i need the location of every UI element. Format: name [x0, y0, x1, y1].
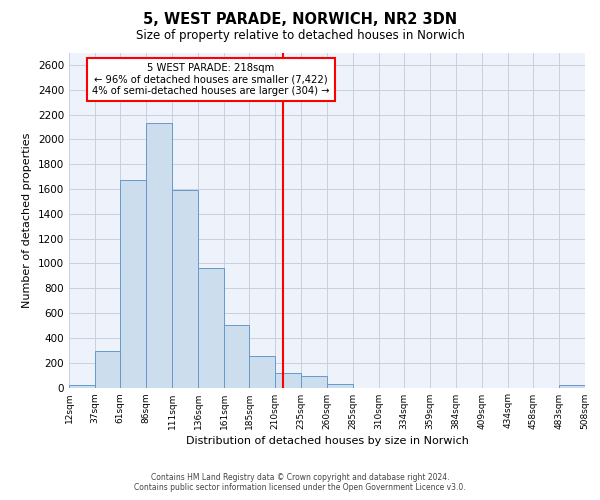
Bar — [249, 356, 275, 388]
Text: 5, WEST PARADE, NORWICH, NR2 3DN: 5, WEST PARADE, NORWICH, NR2 3DN — [143, 12, 457, 28]
Y-axis label: Number of detached properties: Number of detached properties — [22, 132, 32, 308]
Bar — [301, 376, 327, 388]
Bar — [224, 325, 249, 388]
X-axis label: Distribution of detached houses by size in Norwich: Distribution of detached houses by size … — [185, 436, 469, 446]
Bar — [146, 123, 172, 388]
Text: Size of property relative to detached houses in Norwich: Size of property relative to detached ho… — [136, 29, 464, 42]
Bar — [120, 180, 146, 388]
Bar — [275, 372, 301, 388]
Text: 5 WEST PARADE: 218sqm
← 96% of detached houses are smaller (7,422)
4% of semi-de: 5 WEST PARADE: 218sqm ← 96% of detached … — [92, 62, 329, 96]
Bar — [327, 384, 353, 388]
Bar — [559, 385, 585, 388]
Bar — [95, 351, 120, 388]
Text: Contains HM Land Registry data © Crown copyright and database right 2024.
Contai: Contains HM Land Registry data © Crown c… — [134, 473, 466, 492]
Bar — [69, 385, 95, 388]
Bar — [198, 268, 224, 388]
Bar — [172, 190, 198, 388]
